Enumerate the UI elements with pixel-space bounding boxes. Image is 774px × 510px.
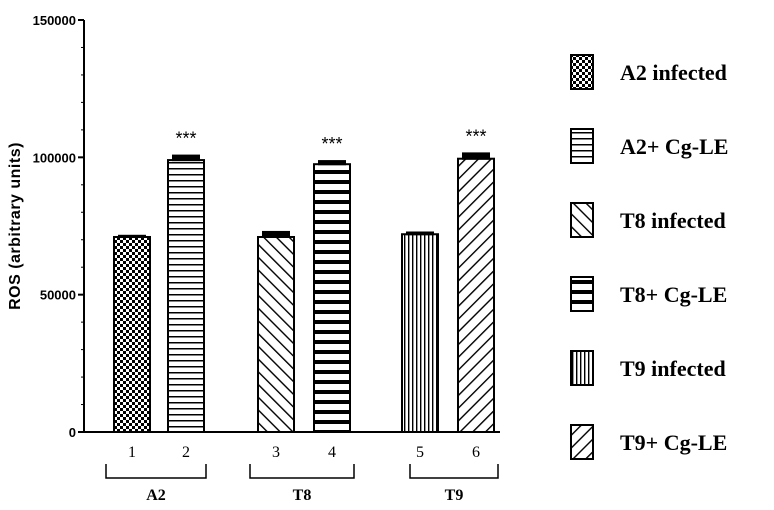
group-bracket-T9 xyxy=(409,464,499,479)
error-bar-2 xyxy=(172,154,200,161)
legend-label: A2 infected xyxy=(620,60,727,85)
y-tick-label: 0 xyxy=(69,425,76,440)
significance-6: *** xyxy=(465,126,486,146)
significance-2: *** xyxy=(175,129,196,149)
legend-swatch xyxy=(570,202,594,238)
group-bracket-T8 xyxy=(249,464,355,479)
bar-number-2: 2 xyxy=(182,444,190,461)
legend-label: T9 infected xyxy=(620,356,726,381)
legend-label: A2+ Cg-LE xyxy=(620,134,729,159)
legend-swatch xyxy=(570,424,594,460)
legend-label: T8 infected xyxy=(620,208,726,233)
legend: A2 infected A2+ Cg-LE T8 infected T8+ Cg-LE… xyxy=(570,54,729,460)
bar-number-5: 5 xyxy=(416,444,424,461)
group-label-A2: A2 xyxy=(146,487,166,504)
bar-number-1: 1 xyxy=(128,444,136,461)
bar-number-6: 6 xyxy=(472,444,480,461)
legend-swatch xyxy=(570,350,594,386)
bar-2 xyxy=(167,159,205,434)
y-tick-label: 50000 xyxy=(40,288,76,303)
axes: 0 50000 100000 150000 ROS (arbitrary units) xyxy=(7,13,500,440)
bar-6 xyxy=(457,157,495,433)
bar-4 xyxy=(313,163,351,433)
group-label-T8: T8 xyxy=(293,487,312,504)
error-bar-5 xyxy=(406,231,434,235)
significance-4: *** xyxy=(321,134,342,154)
bar-5 xyxy=(401,233,439,433)
y-tick-label: 150000 xyxy=(33,13,76,28)
legend-swatch xyxy=(570,54,594,90)
bars: 1 2 *** 3 4 *** 5 6 *** xyxy=(113,126,495,461)
y-axis-label: ROS (arbitrary units) xyxy=(7,142,24,310)
error-bar-1 xyxy=(118,234,146,237)
group-brackets: A2 T8 T9 xyxy=(105,464,499,504)
group-label-T9: T9 xyxy=(445,487,464,504)
group-bracket-A2 xyxy=(105,464,207,479)
y-tick-label: 100000 xyxy=(33,150,76,165)
legend-label: T8+ Cg-LE xyxy=(620,282,727,307)
error-bar-6 xyxy=(462,152,490,159)
legend-label: T9+ Cg-LE xyxy=(620,430,727,455)
bar-1 xyxy=(113,235,151,433)
legend-swatch xyxy=(570,128,594,164)
bar-number-3: 3 xyxy=(272,444,280,461)
legend-swatch xyxy=(570,276,594,312)
bar-3 xyxy=(257,235,295,433)
bar-number-4: 4 xyxy=(328,444,336,461)
error-bar-4 xyxy=(318,160,346,165)
error-bar-3 xyxy=(262,230,290,237)
